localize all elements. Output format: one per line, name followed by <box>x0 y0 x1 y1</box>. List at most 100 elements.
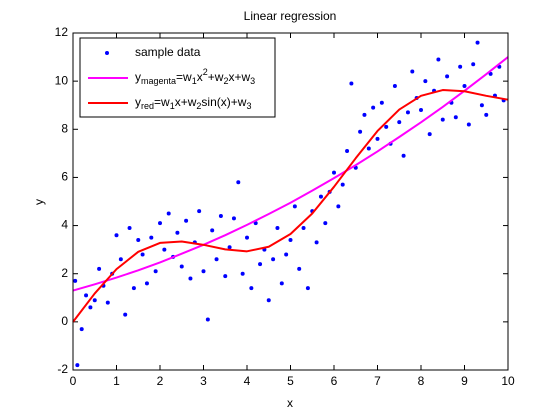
data-point <box>179 264 184 269</box>
data-point <box>144 281 149 286</box>
data-point <box>127 225 132 230</box>
data-point <box>158 221 162 226</box>
data-point <box>253 221 258 226</box>
data-point <box>175 230 180 235</box>
data-point <box>201 269 206 274</box>
y-tick-label: 2 <box>61 266 68 280</box>
data-point <box>105 300 110 305</box>
data-point <box>410 69 415 74</box>
data-point <box>123 312 128 317</box>
data-point <box>205 317 210 322</box>
y-tick-label: 4 <box>61 218 68 232</box>
curve <box>72 89 509 323</box>
data-point <box>301 225 306 230</box>
curve <box>72 56 509 292</box>
data-point <box>384 124 389 129</box>
data-point <box>440 117 445 122</box>
y-tick-label: 12 <box>55 25 69 39</box>
data-point <box>479 103 484 108</box>
data-point <box>79 327 84 332</box>
data-point <box>366 146 371 151</box>
data-point <box>149 235 154 240</box>
data-point <box>423 79 428 84</box>
data-point <box>92 298 97 303</box>
data-point <box>458 64 463 69</box>
data-point <box>184 218 189 223</box>
data-point <box>375 136 380 141</box>
x-axis-label: x <box>287 396 293 410</box>
data-point <box>279 281 284 286</box>
data-point <box>131 286 136 291</box>
data-point <box>227 245 232 250</box>
x-tick-label: 7 <box>374 374 381 388</box>
data-point <box>305 286 310 291</box>
chart-title: Linear regression <box>244 9 337 23</box>
data-point <box>197 209 202 214</box>
x-tick-label: 2 <box>157 374 164 388</box>
data-point <box>88 305 93 310</box>
plot-frame <box>72 32 509 371</box>
data-point <box>223 274 228 279</box>
data-point <box>427 132 432 137</box>
data-point <box>73 278 78 283</box>
data-point <box>345 148 350 153</box>
data-point <box>471 62 476 67</box>
data-point <box>484 112 489 117</box>
x-tick-label: 3 <box>200 374 207 388</box>
data-point <box>436 57 441 62</box>
data-point <box>236 180 241 185</box>
data-point <box>392 83 397 88</box>
legend-label: ymagenta=w1x2+w2x+w3 <box>135 67 255 86</box>
x-tick-label: 6 <box>331 374 338 388</box>
data-point <box>318 194 323 199</box>
data-point <box>401 153 406 158</box>
y-axis-label: y <box>32 199 46 205</box>
legend-label: yred=w1x+w2sin(x)+w3 <box>135 95 251 111</box>
data-point <box>97 266 102 271</box>
data-point <box>466 122 471 127</box>
legend-label: sample data <box>135 45 201 59</box>
data-point <box>288 238 293 243</box>
data-point <box>275 225 280 230</box>
data-point <box>323 221 328 226</box>
data-point <box>245 235 249 240</box>
data-point <box>379 100 384 105</box>
data-point <box>258 262 263 267</box>
data-point <box>475 40 480 45</box>
y-tick-label: -2 <box>57 362 68 376</box>
data-point <box>114 233 119 238</box>
data-point <box>75 363 80 368</box>
x-tick-label: 10 <box>501 374 515 388</box>
data-point <box>371 105 376 110</box>
y-tick-label: 10 <box>55 73 69 87</box>
x-tick-label: 8 <box>418 374 425 388</box>
data-point <box>153 269 158 274</box>
x-tick-label: 1 <box>113 374 120 388</box>
data-point <box>231 216 236 221</box>
data-point <box>297 266 302 271</box>
data-point <box>340 182 345 187</box>
data-point <box>445 74 450 79</box>
data-point <box>419 108 423 113</box>
data-point <box>405 110 410 115</box>
data-point <box>162 247 167 252</box>
x-tick-label: 0 <box>70 374 77 388</box>
data-point <box>118 257 123 262</box>
y-tick-label: 0 <box>61 314 68 328</box>
data-point <box>292 204 297 209</box>
data-point <box>453 115 458 120</box>
data-point <box>349 81 354 86</box>
data-point <box>362 112 367 117</box>
data-point <box>488 71 493 76</box>
data-point <box>462 83 467 88</box>
data-point <box>332 170 336 175</box>
x-tick-label: 5 <box>287 374 294 388</box>
data-point <box>166 211 171 216</box>
data-point <box>336 204 341 209</box>
data-point <box>214 257 219 262</box>
y-tick-label: 8 <box>61 121 68 135</box>
data-point <box>266 298 271 303</box>
data-point <box>188 276 193 281</box>
data-point <box>314 240 319 245</box>
data-point <box>210 228 215 233</box>
